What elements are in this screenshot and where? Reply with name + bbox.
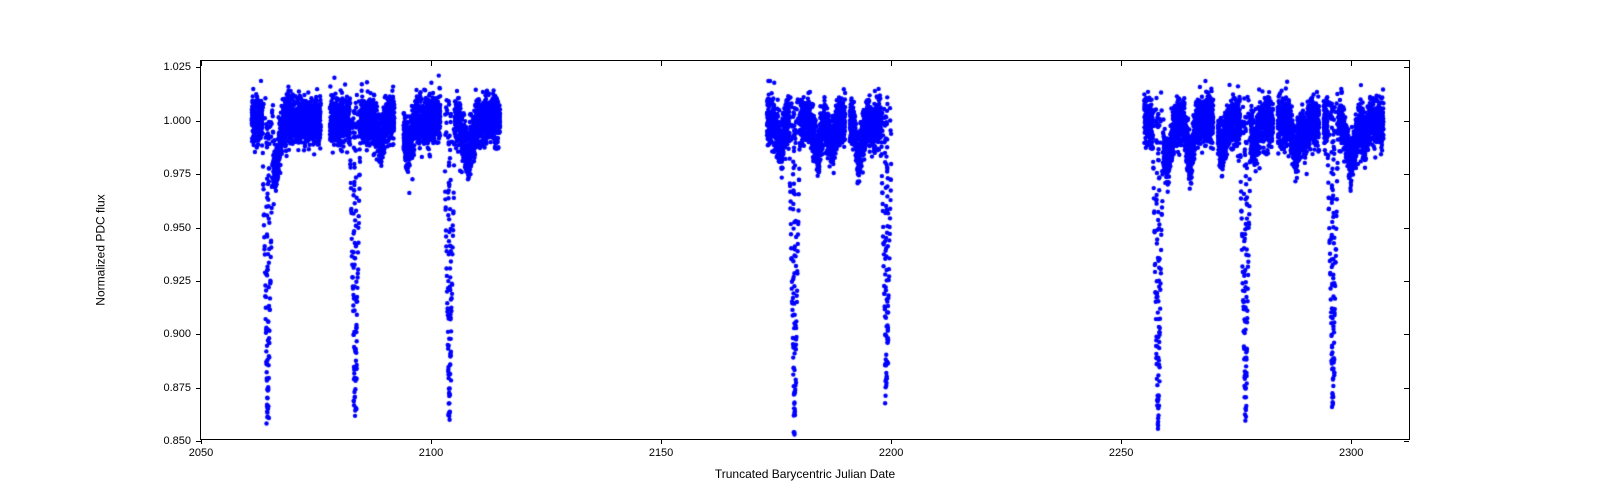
- light-curve-plot: Truncated Barycentric Julian Date Normal…: [200, 60, 1410, 440]
- y-tick-label: 1.000: [163, 115, 191, 127]
- y-tick: [196, 334, 201, 335]
- x-tick-label: 2250: [1109, 447, 1133, 459]
- y-tick-label: 0.900: [163, 328, 191, 340]
- x-axis-label: Truncated Barycentric Julian Date: [715, 467, 895, 481]
- x-tick-label: 2100: [419, 447, 443, 459]
- y-tick-label: 0.925: [163, 275, 191, 287]
- y-tick-label: 0.850: [163, 435, 191, 447]
- x-tick: [201, 439, 202, 444]
- y-tick: [196, 228, 201, 229]
- x-tick-label: 2050: [189, 447, 213, 459]
- y-tick: [196, 121, 201, 122]
- scatter-canvas: [201, 61, 1411, 441]
- y-tick: [196, 441, 201, 442]
- x-tick: [1121, 439, 1122, 444]
- x-tick-label: 2300: [1339, 447, 1363, 459]
- x-tick-label: 2150: [649, 447, 673, 459]
- x-tick: [1351, 439, 1352, 444]
- y-tick-label: 0.950: [163, 222, 191, 234]
- y-tick: [196, 67, 201, 68]
- y-axis-label: Normalized PDC flux: [93, 194, 107, 305]
- y-tick: [196, 388, 201, 389]
- x-tick: [431, 439, 432, 444]
- x-tick: [661, 439, 662, 444]
- y-tick: [196, 281, 201, 282]
- x-tick: [891, 439, 892, 444]
- x-tick-label: 2200: [879, 447, 903, 459]
- y-tick-label: 1.025: [163, 61, 191, 73]
- y-tick-label: 0.875: [163, 382, 191, 394]
- y-tick: [196, 174, 201, 175]
- y-tick-label: 0.975: [163, 168, 191, 180]
